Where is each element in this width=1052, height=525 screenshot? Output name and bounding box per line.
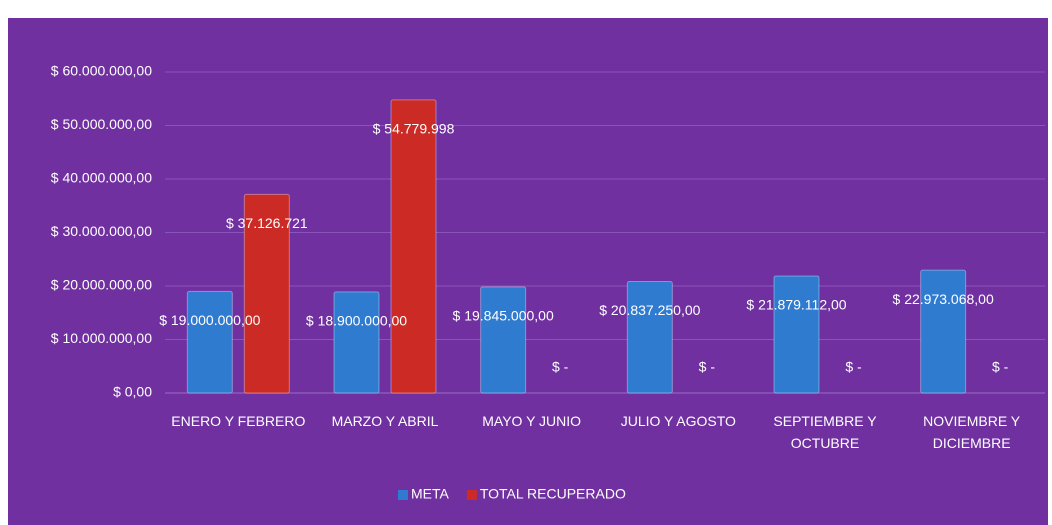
bar — [626, 281, 673, 394]
chart-area — [8, 18, 1048, 525]
data-label: $ 22.973.068,00 — [893, 291, 994, 307]
data-label: $ - — [992, 359, 1009, 375]
legend-swatch — [466, 490, 477, 500]
y-tick-label: $ 0,00 — [113, 384, 152, 400]
y-tick-label: $ 20.000.000,00 — [51, 277, 152, 293]
y-tick-label: $ 50.000.000,00 — [51, 116, 152, 132]
bar — [243, 193, 290, 394]
bar — [920, 269, 967, 394]
data-label: $ - — [552, 359, 569, 375]
data-label: $ 37.126.721 — [226, 215, 308, 231]
x-tick-label: MAYO Y JUNIO — [482, 413, 582, 429]
data-label: $ 18.900.000,00 — [306, 313, 407, 329]
bar — [333, 291, 380, 394]
x-tick-label: NOVIEMBRE Y DICIEMBRE — [923, 413, 1021, 451]
y-tick-label: $ 10.000.000,00 — [51, 330, 152, 346]
bar — [186, 290, 233, 394]
data-label: $ 19.000.000,00 — [159, 312, 260, 328]
data-label: $ - — [845, 359, 862, 375]
data-label: $ 19.845.000,00 — [453, 308, 554, 324]
y-tick-label: $ 30.000.000,00 — [51, 223, 152, 239]
x-tick-label: ENERO Y FEBRERO — [171, 413, 306, 429]
data-label: $ 20.837.250,00 — [599, 302, 700, 318]
bar — [390, 99, 437, 394]
x-tick-label: SEPTIEMBRE Y OCTUBRE — [773, 413, 877, 451]
data-label: $ 54.779.998 — [373, 121, 455, 137]
data-label: $ - — [699, 359, 716, 375]
legend-label: META — [411, 486, 450, 502]
bar — [773, 275, 820, 394]
y-tick-label: $ 40.000.000,00 — [51, 170, 152, 186]
legend-label: TOTAL RECUPERADO — [480, 486, 626, 502]
data-label: $ 21.879.112,00 — [746, 297, 846, 313]
x-tick-label: MARZO Y ABRIL — [331, 413, 439, 429]
legend-swatch — [398, 490, 408, 500]
x-tick-label: JULIO Y AGOSTO — [620, 413, 736, 429]
y-tick-label: $ 60.000.000,00 — [51, 63, 152, 79]
bar — [480, 286, 527, 394]
